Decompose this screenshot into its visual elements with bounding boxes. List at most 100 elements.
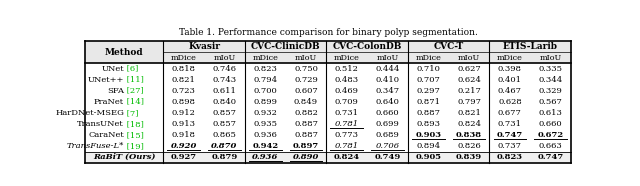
Text: CaraNet: CaraNet	[88, 131, 124, 139]
Text: 0.329: 0.329	[539, 87, 563, 95]
Text: 0.887: 0.887	[294, 131, 318, 139]
Text: 0.628: 0.628	[498, 98, 522, 106]
Text: 0.905: 0.905	[415, 153, 442, 161]
Text: mIoU: mIoU	[295, 54, 317, 62]
Text: 0.467: 0.467	[498, 87, 522, 95]
Text: 0.898: 0.898	[172, 98, 196, 106]
Text: 0.613: 0.613	[539, 109, 563, 117]
Text: 0.469: 0.469	[335, 87, 359, 95]
Text: 0.624: 0.624	[457, 76, 481, 84]
Text: 0.700: 0.700	[253, 87, 277, 95]
Text: 0.699: 0.699	[376, 120, 399, 128]
Text: 0.750: 0.750	[294, 65, 318, 73]
Text: 0.444: 0.444	[376, 65, 400, 73]
Text: 0.723: 0.723	[172, 87, 196, 95]
Text: 0.897: 0.897	[293, 142, 319, 150]
Text: mDice: mDice	[252, 54, 278, 62]
Text: UNet++: UNet++	[88, 76, 124, 84]
Text: 0.749: 0.749	[374, 153, 401, 161]
Text: 0.857: 0.857	[212, 109, 237, 117]
Text: 0.398: 0.398	[498, 65, 522, 73]
Text: 0.818: 0.818	[172, 65, 196, 73]
Text: mIoU: mIoU	[540, 54, 562, 62]
Text: mDice: mDice	[334, 54, 360, 62]
Text: 0.918: 0.918	[172, 131, 196, 139]
Text: 0.935: 0.935	[253, 120, 277, 128]
Text: 0.672: 0.672	[538, 131, 564, 139]
Text: 0.217: 0.217	[457, 87, 481, 95]
Text: 0.743: 0.743	[212, 76, 237, 84]
Text: 0.677: 0.677	[498, 109, 522, 117]
Text: 0.838: 0.838	[456, 131, 482, 139]
Text: 0.894: 0.894	[416, 142, 440, 150]
Text: RaBiT (Ours): RaBiT (Ours)	[93, 153, 156, 161]
Text: 0.887: 0.887	[417, 109, 440, 117]
Text: 0.401: 0.401	[498, 76, 522, 84]
Text: 0.927: 0.927	[171, 153, 196, 161]
Text: [15]: [15]	[124, 131, 144, 139]
Text: [6]: [6]	[124, 65, 138, 73]
Text: 0.821: 0.821	[457, 109, 481, 117]
Text: 0.746: 0.746	[212, 65, 237, 73]
Text: 0.857: 0.857	[212, 120, 237, 128]
Text: 0.899: 0.899	[253, 98, 277, 106]
Text: [18]: [18]	[124, 120, 144, 128]
Text: 0.824: 0.824	[457, 120, 481, 128]
Text: 0.410: 0.410	[376, 76, 399, 84]
Text: mIoU: mIoU	[213, 54, 236, 62]
Text: 0.483: 0.483	[335, 76, 359, 84]
Text: 0.865: 0.865	[212, 131, 236, 139]
Text: 0.627: 0.627	[457, 65, 481, 73]
Text: 0.879: 0.879	[211, 153, 237, 161]
Text: 0.607: 0.607	[294, 87, 318, 95]
Text: 0.660: 0.660	[376, 109, 399, 117]
Text: mDice: mDice	[497, 54, 523, 62]
Text: TransFuse-L*: TransFuse-L*	[67, 142, 124, 150]
Bar	[85, 152, 571, 163]
Text: 0.890: 0.890	[293, 153, 319, 161]
Text: 0.797: 0.797	[457, 98, 481, 106]
Text: 0.942: 0.942	[252, 142, 278, 150]
Text: 0.347: 0.347	[376, 87, 399, 95]
Text: SFA: SFA	[107, 87, 124, 95]
Text: [7]: [7]	[124, 109, 139, 117]
Text: mIoU: mIoU	[458, 54, 480, 62]
Text: Method: Method	[105, 47, 143, 57]
Text: 0.893: 0.893	[417, 120, 440, 128]
Text: 0.710: 0.710	[417, 65, 440, 73]
Text: 0.903: 0.903	[415, 131, 442, 139]
Text: 0.936: 0.936	[253, 131, 277, 139]
Text: 0.849: 0.849	[294, 98, 318, 106]
Text: [19]: [19]	[124, 142, 144, 150]
Text: mIoU: mIoU	[376, 54, 399, 62]
Text: 0.773: 0.773	[335, 131, 359, 139]
Text: 0.660: 0.660	[539, 120, 563, 128]
Text: TransUNet: TransUNet	[77, 120, 124, 128]
Text: 0.731: 0.731	[498, 120, 522, 128]
Text: 0.794: 0.794	[253, 76, 277, 84]
Text: 0.821: 0.821	[172, 76, 196, 84]
Text: 0.663: 0.663	[539, 142, 563, 150]
Text: 0.707: 0.707	[417, 76, 440, 84]
Text: 0.747: 0.747	[497, 131, 523, 139]
Text: 0.781: 0.781	[335, 120, 359, 128]
Text: 0.344: 0.344	[538, 76, 563, 84]
Text: 0.826: 0.826	[457, 142, 481, 150]
Text: [11]: [11]	[124, 76, 144, 84]
Text: 0.689: 0.689	[376, 131, 399, 139]
Text: 0.731: 0.731	[335, 109, 359, 117]
Text: 0.567: 0.567	[539, 98, 563, 106]
Text: 0.747: 0.747	[538, 153, 564, 161]
Text: [14]: [14]	[124, 98, 144, 106]
Text: 0.882: 0.882	[294, 109, 318, 117]
Text: Table 1. Performance comparison for binary polyp segmentation.: Table 1. Performance comparison for bina…	[179, 28, 477, 37]
Text: 0.887: 0.887	[294, 120, 318, 128]
Text: 0.932: 0.932	[253, 109, 277, 117]
Text: HarDNet-MSEG: HarDNet-MSEG	[55, 109, 124, 117]
Text: [27]: [27]	[124, 87, 144, 95]
Text: 0.936: 0.936	[252, 153, 278, 161]
Text: 0.913: 0.913	[172, 120, 196, 128]
Text: 0.781: 0.781	[335, 142, 359, 150]
Text: 0.737: 0.737	[498, 142, 522, 150]
Text: 0.297: 0.297	[417, 87, 440, 95]
